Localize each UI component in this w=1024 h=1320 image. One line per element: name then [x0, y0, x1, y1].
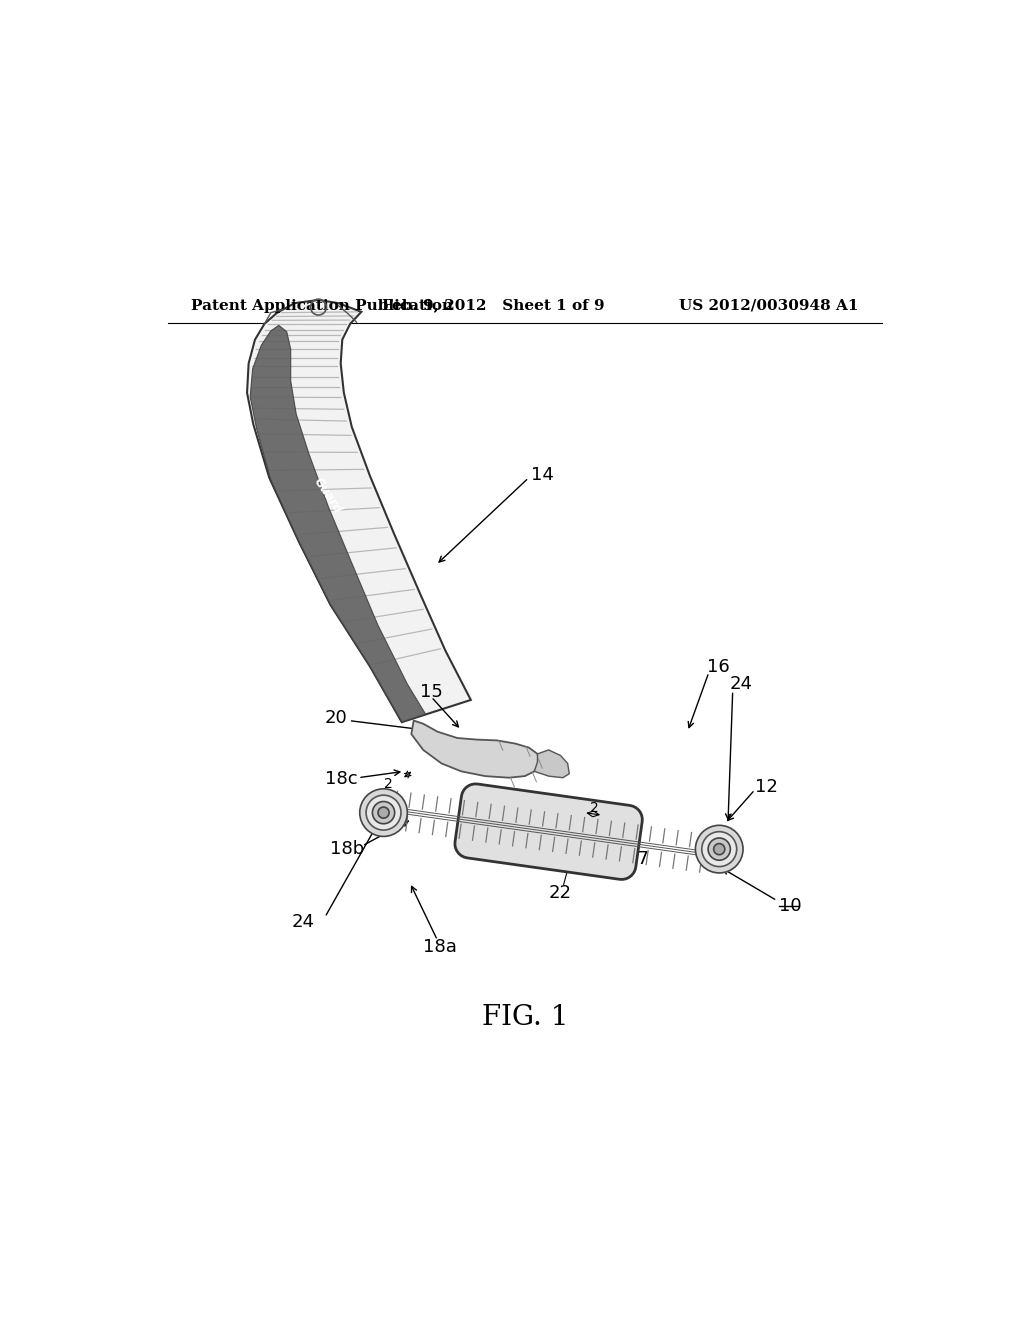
Text: 20: 20	[325, 709, 347, 727]
Text: 12: 12	[755, 779, 778, 796]
Polygon shape	[247, 300, 471, 722]
Text: FIG. 1: FIG. 1	[481, 1005, 568, 1031]
Text: Patent Application Publication: Patent Application Publication	[191, 298, 454, 313]
Circle shape	[359, 789, 408, 837]
Text: 24: 24	[729, 675, 753, 693]
Polygon shape	[535, 750, 569, 777]
Polygon shape	[250, 325, 426, 722]
Polygon shape	[455, 784, 642, 879]
Text: Feb. 9, 2012   Sheet 1 of 9: Feb. 9, 2012 Sheet 1 of 9	[382, 298, 604, 313]
Polygon shape	[412, 721, 539, 777]
Circle shape	[714, 843, 725, 854]
Text: 18a: 18a	[423, 937, 457, 956]
Text: 2: 2	[384, 777, 392, 791]
Circle shape	[701, 832, 736, 867]
Text: 22: 22	[549, 884, 571, 902]
Text: 17: 17	[627, 850, 649, 867]
Circle shape	[373, 801, 394, 824]
Text: 15: 15	[420, 682, 443, 701]
Circle shape	[367, 795, 401, 830]
Text: 18c: 18c	[325, 771, 357, 788]
Text: Guard: Guard	[311, 475, 344, 516]
Text: 16: 16	[708, 657, 730, 676]
Circle shape	[709, 838, 730, 861]
Text: 10: 10	[778, 898, 802, 915]
Circle shape	[695, 825, 743, 873]
Text: 14: 14	[531, 466, 554, 483]
Text: 2: 2	[590, 801, 599, 814]
Text: 24: 24	[292, 913, 314, 931]
Text: 18b: 18b	[331, 840, 365, 858]
Circle shape	[378, 807, 389, 818]
Text: US 2012/0030948 A1: US 2012/0030948 A1	[679, 298, 858, 313]
